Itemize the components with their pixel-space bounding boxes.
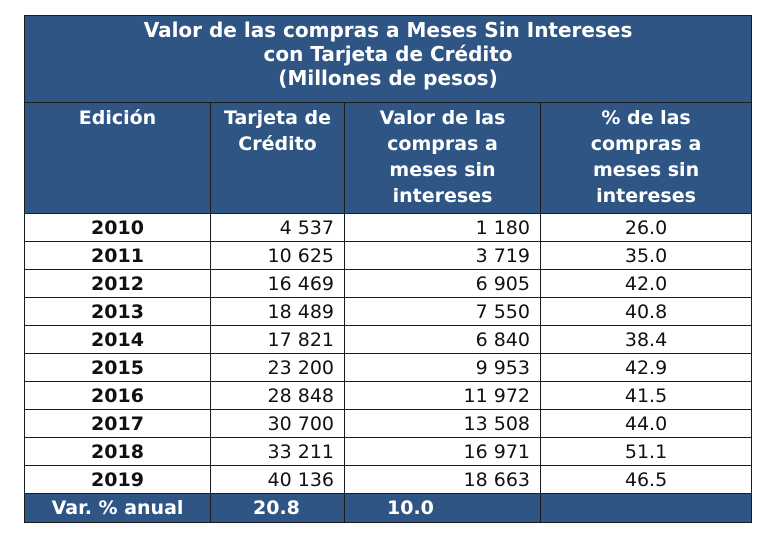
table-row: 2016 28 848 11 972 41.5 <box>24 381 753 410</box>
footer-row: Var. % anual 20.8 10.0 <box>24 493 753 523</box>
header-line: meses sin <box>592 159 700 181</box>
footer-label: Var. % anual <box>24 493 211 523</box>
table-row: 2015 23 200 9 953 42.9 <box>24 353 753 382</box>
valor-cell: 13 508 <box>344 409 541 438</box>
footer-tarjeta-value: 20.8 <box>210 493 345 523</box>
tarjeta-cell: 40 136 <box>210 465 345 494</box>
valor-cell: 18 663 <box>344 465 541 494</box>
header-line: Valor de las <box>379 107 506 129</box>
year-cell: 2010 <box>24 213 211 242</box>
valor-cell: 11 972 <box>344 381 541 410</box>
title-line-2: con Tarjeta de Crédito <box>263 42 513 66</box>
table-row: 2018 33 211 16 971 51.1 <box>24 437 753 466</box>
percent-cell: 42.9 <box>539 353 753 382</box>
valor-cell: 6 840 <box>344 325 541 354</box>
credit-card-msi-table: Valor de las compras a Meses Sin Interes… <box>23 15 753 523</box>
percent-cell: 51.1 <box>539 437 753 466</box>
tarjeta-cell: 33 211 <box>210 437 345 466</box>
percent-cell: 44.0 <box>539 409 753 438</box>
valor-cell: 6 905 <box>344 269 541 298</box>
tarjeta-cell: 10 625 <box>210 241 345 270</box>
year-cell: 2015 <box>24 353 211 382</box>
year-cell: 2019 <box>24 465 211 494</box>
percent-cell: 35.0 <box>539 241 753 270</box>
valor-cell: 7 550 <box>344 297 541 326</box>
tarjeta-cell: 17 821 <box>210 325 345 354</box>
percent-cell: 40.8 <box>539 297 753 326</box>
valor-cell: 16 971 <box>344 437 541 466</box>
percent-cell: 38.4 <box>539 325 753 354</box>
year-cell: 2016 <box>24 381 211 410</box>
tarjeta-cell: 30 700 <box>210 409 345 438</box>
tarjeta-cell: 23 200 <box>210 353 345 382</box>
header-line: compras a <box>387 133 498 155</box>
footer-valor-value: 10.0 <box>344 493 541 523</box>
table-row: 2014 17 821 6 840 38.4 <box>24 325 753 354</box>
title-line-1: Valor de las compras a Meses Sin Interes… <box>143 18 633 42</box>
percent-cell: 41.5 <box>539 381 753 410</box>
percent-cell: 42.0 <box>539 269 753 298</box>
footer-percent-value <box>539 493 753 523</box>
year-cell: 2013 <box>24 297 211 326</box>
table-title: Valor de las compras a Meses Sin Interes… <box>23 15 753 103</box>
header-line: Tarjeta de <box>223 107 332 129</box>
year-cell: 2011 <box>24 241 211 270</box>
tarjeta-cell: 28 848 <box>210 381 345 410</box>
header-line: compras a <box>590 133 702 155</box>
table-row: 2017 30 700 13 508 44.0 <box>24 409 753 438</box>
table-row: 2013 18 489 7 550 40.8 <box>24 297 753 326</box>
tarjeta-cell: 4 537 <box>210 213 345 242</box>
year-cell: 2018 <box>24 437 211 466</box>
header-line: intereses <box>392 185 493 207</box>
percent-cell: 46.5 <box>539 465 753 494</box>
tarjeta-cell: 18 489 <box>210 297 345 326</box>
table-row: 2012 16 469 6 905 42.0 <box>24 269 753 298</box>
header-line: meses sin <box>389 159 496 181</box>
table-row: 2010 4 537 1 180 26.0 <box>24 213 753 242</box>
column-header-edicion: Edición <box>24 102 211 214</box>
table-row: 2019 40 136 18 663 46.5 <box>24 465 753 494</box>
valor-cell: 3 719 <box>344 241 541 270</box>
header-line: Crédito <box>238 133 317 155</box>
tarjeta-cell: 16 469 <box>210 269 345 298</box>
valor-cell: 9 953 <box>344 353 541 382</box>
header-line: Edición <box>78 107 157 129</box>
year-cell: 2017 <box>24 409 211 438</box>
table-row: 2011 10 625 3 719 35.0 <box>24 241 753 270</box>
year-cell: 2014 <box>24 325 211 354</box>
column-header-valor: Valor de las compras a meses sin interes… <box>344 102 541 214</box>
valor-cell: 1 180 <box>344 213 541 242</box>
header-line: intereses <box>596 185 696 207</box>
percent-cell: 26.0 <box>539 213 753 242</box>
column-header-tarjeta: Tarjeta de Crédito <box>210 102 345 214</box>
column-header-porcentaje: % de las compras a meses sin intereses <box>539 102 753 214</box>
year-cell: 2012 <box>24 269 211 298</box>
header-line: % de las <box>601 107 691 129</box>
title-line-3: (Millones de pesos) <box>278 66 498 90</box>
